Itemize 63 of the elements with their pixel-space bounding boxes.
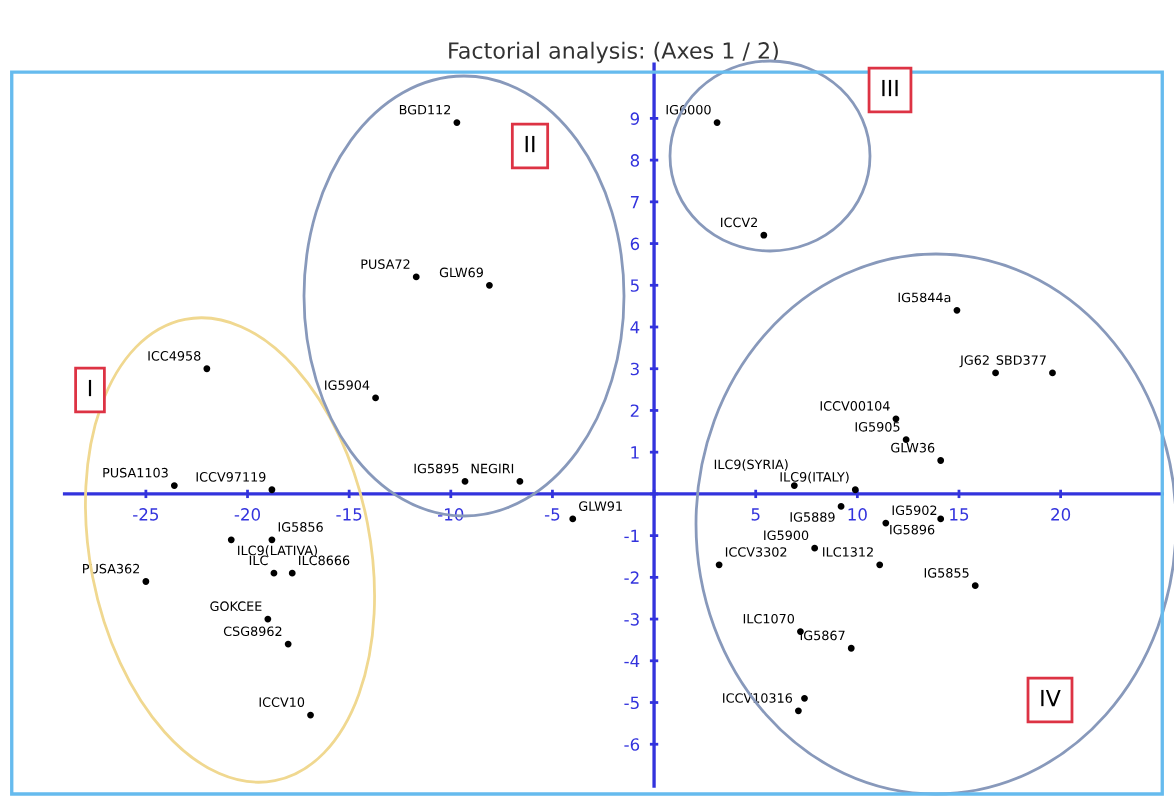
annotation: II bbox=[525, 135, 535, 153]
point bbox=[268, 536, 276, 544]
y-tick-label: 8 bbox=[630, 154, 640, 167]
point bbox=[142, 578, 150, 585]
point bbox=[227, 536, 235, 544]
point bbox=[876, 561, 884, 569]
point bbox=[486, 281, 493, 289]
x-tick-label: -20 bbox=[234, 508, 261, 521]
point bbox=[412, 273, 420, 281]
point bbox=[971, 582, 979, 590]
point bbox=[937, 515, 945, 523]
point bbox=[264, 615, 272, 623]
y-tick-label: 5 bbox=[630, 279, 639, 292]
point bbox=[715, 561, 723, 569]
y-tick-label: 6 bbox=[630, 237, 640, 251]
point bbox=[992, 369, 999, 377]
point bbox=[307, 711, 314, 719]
annotation: I bbox=[88, 379, 92, 397]
y-tick-label: 1 bbox=[631, 446, 639, 459]
point bbox=[801, 694, 808, 702]
point bbox=[268, 486, 276, 494]
y-tick-label: 3 bbox=[630, 362, 639, 376]
y-tick-label: 4 bbox=[630, 321, 640, 334]
point bbox=[713, 119, 721, 126]
x-tick-label: -15 bbox=[336, 508, 362, 521]
chart-title: Factorial analysis: (Axes 1 / 2) bbox=[449, 41, 778, 64]
y-tick-label: -2 bbox=[624, 571, 639, 584]
point bbox=[453, 119, 461, 126]
annotation: IV bbox=[1041, 689, 1061, 707]
x-tick-label: 10 bbox=[848, 508, 867, 521]
point bbox=[795, 707, 802, 715]
y-tick-label: -3 bbox=[624, 613, 639, 626]
y-tick-label: -1 bbox=[624, 529, 639, 542]
point bbox=[760, 231, 768, 239]
point bbox=[569, 515, 577, 523]
point bbox=[288, 569, 296, 577]
point bbox=[284, 640, 292, 648]
point bbox=[170, 482, 178, 489]
x-tick-label: 15 bbox=[950, 508, 969, 521]
point bbox=[1049, 369, 1056, 377]
y-tick-label: -5 bbox=[624, 696, 639, 710]
point bbox=[372, 394, 379, 402]
y-tick-label: 7 bbox=[630, 196, 639, 209]
point bbox=[811, 544, 819, 552]
x-tick-label: 5 bbox=[751, 508, 760, 521]
point bbox=[461, 477, 469, 485]
point bbox=[837, 503, 845, 510]
y-tick-label: 9 bbox=[630, 112, 640, 125]
point bbox=[516, 477, 524, 485]
x-tick-label: -5 bbox=[544, 508, 560, 521]
point bbox=[953, 306, 961, 314]
y-tick-label: -4 bbox=[624, 654, 640, 668]
x-tick-label: 20 bbox=[1051, 508, 1071, 521]
point bbox=[851, 486, 859, 494]
point bbox=[203, 365, 211, 373]
y-tick-label: -6 bbox=[624, 738, 640, 751]
point bbox=[847, 644, 855, 652]
point bbox=[937, 457, 945, 464]
y-tick-label: 2 bbox=[630, 404, 639, 417]
point bbox=[270, 569, 278, 577]
annotation: III bbox=[882, 79, 898, 97]
point bbox=[882, 519, 890, 527]
x-tick-label: -25 bbox=[133, 508, 159, 521]
